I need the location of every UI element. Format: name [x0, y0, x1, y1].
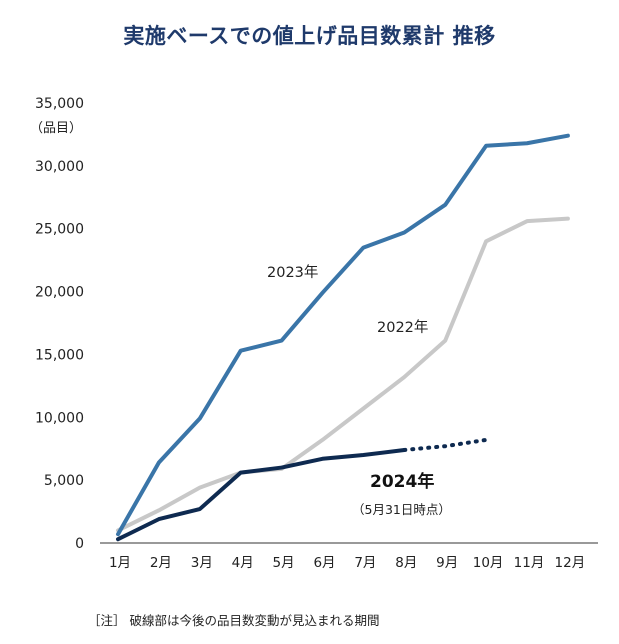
series-line-2022年	[116, 216, 570, 533]
y-axis-label: （品目）	[30, 121, 83, 136]
y-tick-label: 0	[75, 536, 84, 552]
x-tick-label: 3月	[191, 555, 213, 571]
series-label-2022: 2022年	[377, 319, 428, 336]
chart-title: 実施ベースでの値上げ品目数累計 推移	[123, 24, 496, 48]
y-tick-label: 5,000	[44, 473, 84, 489]
series-sublabel-2024: （5月31日時点）	[352, 502, 451, 517]
x-tick-label: 6月	[313, 555, 335, 571]
series-label-2023: 2023年	[267, 264, 318, 281]
x-tick-label: 8月	[395, 555, 417, 571]
series-line-2023年	[116, 133, 570, 537]
y-tick-label: 20,000	[35, 285, 84, 301]
y-tick-label: 15,000	[35, 347, 84, 363]
y-tick-label: 25,000	[35, 222, 84, 238]
x-tick-label: 2月	[150, 555, 172, 571]
y-tick-label: 30,000	[35, 159, 84, 175]
x-tick-label: 1月	[109, 555, 131, 571]
series-line-2024年	[116, 447, 407, 542]
series-projection-2024年	[402, 437, 489, 452]
y-tick-label: 10,000	[35, 410, 84, 426]
x-tick-label: 11月	[514, 555, 545, 571]
series-label-2024: 2024年	[370, 471, 434, 492]
x-tick-label: 4月	[232, 555, 254, 571]
x-tick-label: 12月	[555, 555, 586, 571]
x-tick-label: 5月	[273, 555, 295, 571]
x-tick-label: 10月	[473, 555, 504, 571]
y-tick-label: 35,000	[35, 96, 84, 112]
x-tick-label: 9月	[436, 555, 458, 571]
footnote: ［注］ 破線部は今後の品目数変動が見込まれる期間	[88, 613, 380, 628]
x-tick-label: 7月	[354, 555, 376, 571]
